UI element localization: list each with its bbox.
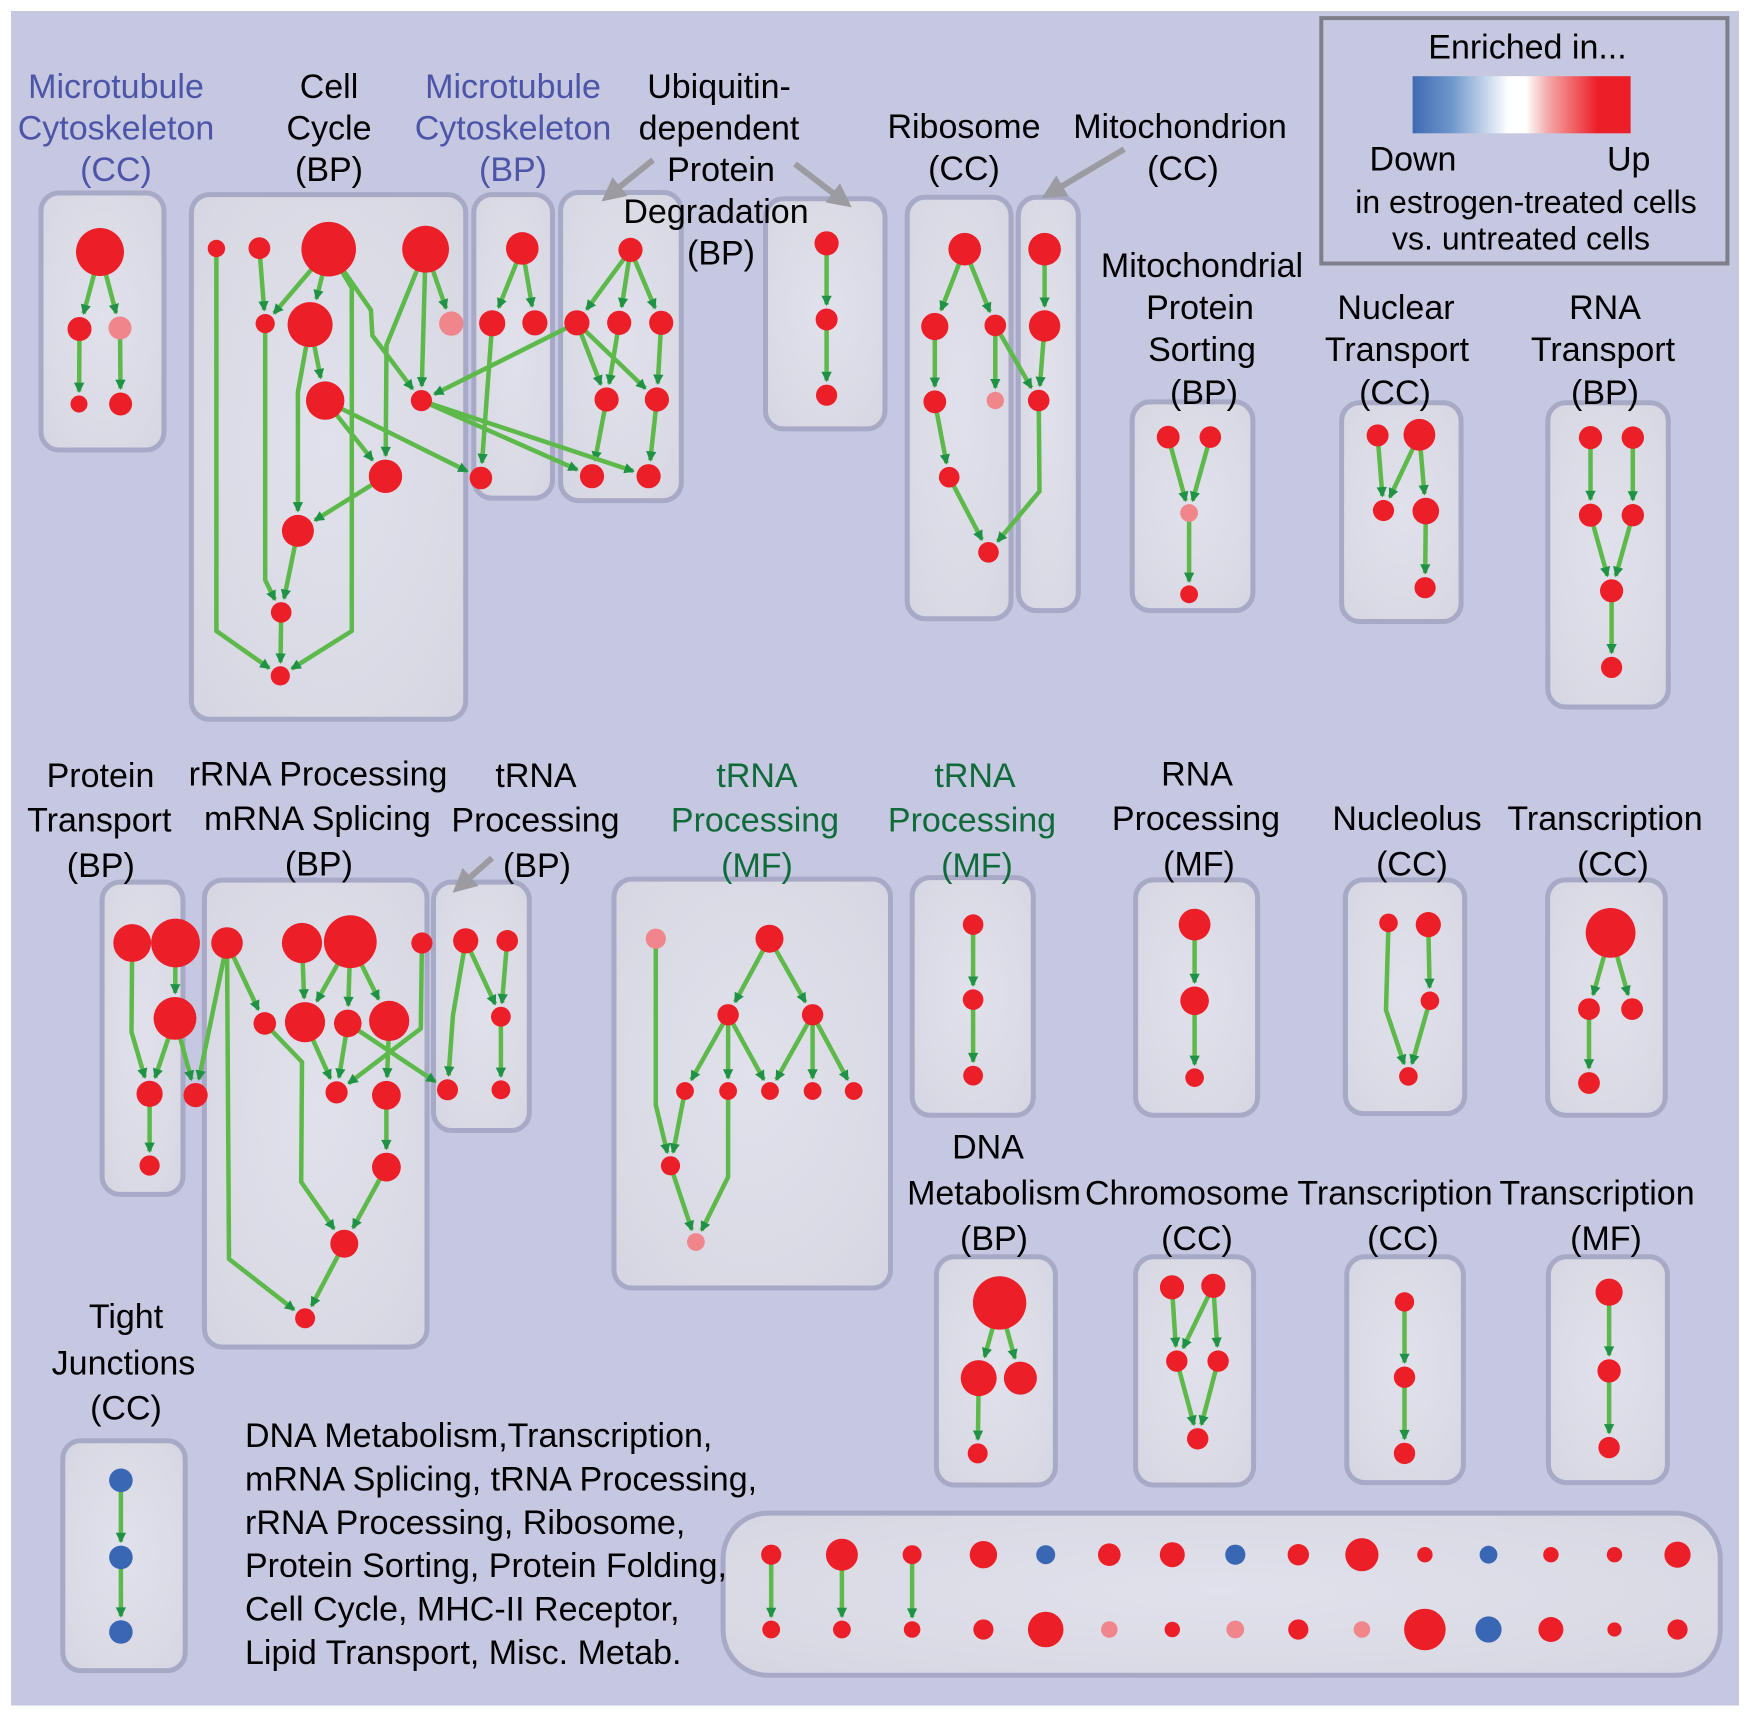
svg-text:Protein: Protein [47,757,155,795]
svg-text:Processing: Processing [671,802,839,840]
svg-text:Chromosome: Chromosome [1085,1175,1289,1213]
svg-text:Mitochondrion: Mitochondrion [1073,108,1287,146]
svg-text:Enriched in...: Enriched in... [1428,29,1626,67]
svg-text:(BP): (BP) [687,234,755,272]
svg-text:mRNA Splicing, tRNA Processing: mRNA Splicing, tRNA Processing, [245,1460,757,1498]
svg-text:(CC): (CC) [80,151,152,189]
svg-text:tRNA: tRNA [934,757,1016,795]
svg-text:Protein: Protein [667,151,775,189]
svg-text:Ribosome: Ribosome [887,108,1040,146]
svg-text:(BP): (BP) [285,845,353,883]
svg-text:(BP): (BP) [295,151,363,189]
svg-text:RNA: RNA [1161,755,1233,793]
svg-text:Sorting: Sorting [1148,331,1256,369]
svg-text:Transport: Transport [1531,331,1676,369]
svg-text:Protein Sorting, Protein Foldi: Protein Sorting, Protein Folding, [245,1547,727,1585]
svg-text:tRNA: tRNA [716,757,798,795]
svg-text:Transcription: Transcription [1297,1175,1492,1213]
svg-text:Protein: Protein [1146,289,1254,327]
svg-text:Tight: Tight [89,1298,164,1336]
svg-text:Cytoskeleton: Cytoskeleton [18,110,215,148]
svg-text:Nucleolus: Nucleolus [1332,800,1481,838]
svg-text:Microtubule: Microtubule [425,68,601,106]
svg-text:Degradation: Degradation [623,193,808,231]
svg-text:Cycle: Cycle [286,110,371,148]
svg-text:Cell: Cell [300,68,359,106]
svg-text:(BP): (BP) [67,847,135,885]
svg-text:Metabolism: Metabolism [907,1175,1081,1213]
svg-text:(BP): (BP) [1170,374,1238,412]
svg-text:Microtubule: Microtubule [28,68,204,106]
svg-text:Transcription: Transcription [1507,800,1702,838]
svg-text:tRNA: tRNA [495,757,577,795]
svg-text:(BP): (BP) [503,847,571,885]
svg-text:rRNA Processing: rRNA Processing [189,755,448,793]
svg-text:RNA: RNA [1569,289,1641,327]
svg-text:mRNA Splicing: mRNA Splicing [204,800,431,838]
svg-text:(BP): (BP) [960,1220,1028,1258]
svg-text:(CC): (CC) [1376,845,1448,883]
svg-text:(MF): (MF) [721,847,793,885]
svg-text:dependent: dependent [639,110,800,148]
svg-text:Cytoskeleton: Cytoskeleton [415,110,612,148]
svg-text:Nuclear: Nuclear [1337,289,1454,327]
svg-text:Mitochondrial: Mitochondrial [1101,247,1303,285]
svg-text:Junctions: Junctions [52,1344,196,1382]
svg-text:Transcription: Transcription [1499,1175,1694,1213]
svg-text:(CC): (CC) [90,1390,162,1428]
svg-text:Lipid Transport, Misc. Metab.: Lipid Transport, Misc. Metab. [245,1634,682,1672]
svg-text:(MF): (MF) [1163,845,1235,883]
svg-text:Processing: Processing [888,802,1056,840]
svg-text:Processing: Processing [451,802,619,840]
svg-text:Processing: Processing [1112,800,1280,838]
svg-text:Transport: Transport [27,802,172,840]
svg-text:Ubiquitin-: Ubiquitin- [647,68,791,106]
svg-text:vs. untreated cells: vs. untreated cells [1392,221,1650,257]
svg-text:(CC): (CC) [1161,1220,1233,1258]
svg-text:(MF): (MF) [1570,1220,1642,1258]
svg-text:(BP): (BP) [1571,374,1639,412]
svg-text:DNA Metabolism,Transcription,: DNA Metabolism,Transcription, [245,1417,712,1455]
svg-text:Up: Up [1607,141,1650,179]
svg-text:(CC): (CC) [1367,1220,1439,1258]
svg-text:in estrogen-treated cells: in estrogen-treated cells [1355,184,1697,220]
svg-text:Transport: Transport [1325,331,1470,369]
svg-text:(CC): (CC) [1147,150,1219,188]
svg-text:(CC): (CC) [1359,374,1431,412]
svg-text:Cell Cycle, MHC-II Receptor,: Cell Cycle, MHC-II Receptor, [245,1591,680,1629]
svg-text:DNA: DNA [952,1128,1024,1166]
svg-text:(CC): (CC) [1577,845,1649,883]
svg-text:(MF): (MF) [941,847,1013,885]
svg-text:(CC): (CC) [928,150,1000,188]
svg-text:(BP): (BP) [479,151,547,189]
svg-text:rRNA Processing, Ribosome,: rRNA Processing, Ribosome, [245,1504,685,1542]
svg-text:Down: Down [1370,141,1457,179]
